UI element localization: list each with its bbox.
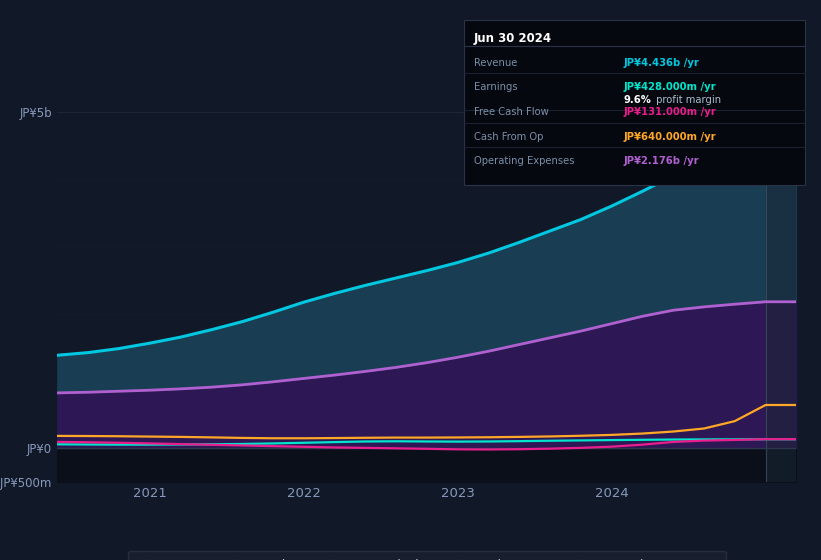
Text: JP¥131.000m /yr: JP¥131.000m /yr [624, 107, 717, 117]
Text: JP¥2.176b /yr: JP¥2.176b /yr [624, 156, 699, 166]
Text: Revenue: Revenue [474, 58, 517, 68]
Text: Earnings: Earnings [474, 82, 517, 92]
Text: Jun 30 2024: Jun 30 2024 [474, 32, 552, 45]
Text: JP¥4.436b /yr: JP¥4.436b /yr [624, 58, 699, 68]
Text: 9.6%: 9.6% [624, 95, 652, 105]
Text: Free Cash Flow: Free Cash Flow [474, 107, 548, 117]
Text: JP¥640.000m /yr: JP¥640.000m /yr [624, 132, 717, 142]
Text: Cash From Op: Cash From Op [474, 132, 544, 142]
Text: Operating Expenses: Operating Expenses [474, 156, 574, 166]
Bar [766, 78, 796, 482]
Text: JP¥428.000m /yr: JP¥428.000m /yr [624, 82, 717, 92]
Text: profit margin: profit margin [653, 95, 721, 105]
Legend: Revenue, Earnings, Free Cash Flow, Cash From Op, Operating Expenses: Revenue, Earnings, Free Cash Flow, Cash … [128, 551, 726, 560]
